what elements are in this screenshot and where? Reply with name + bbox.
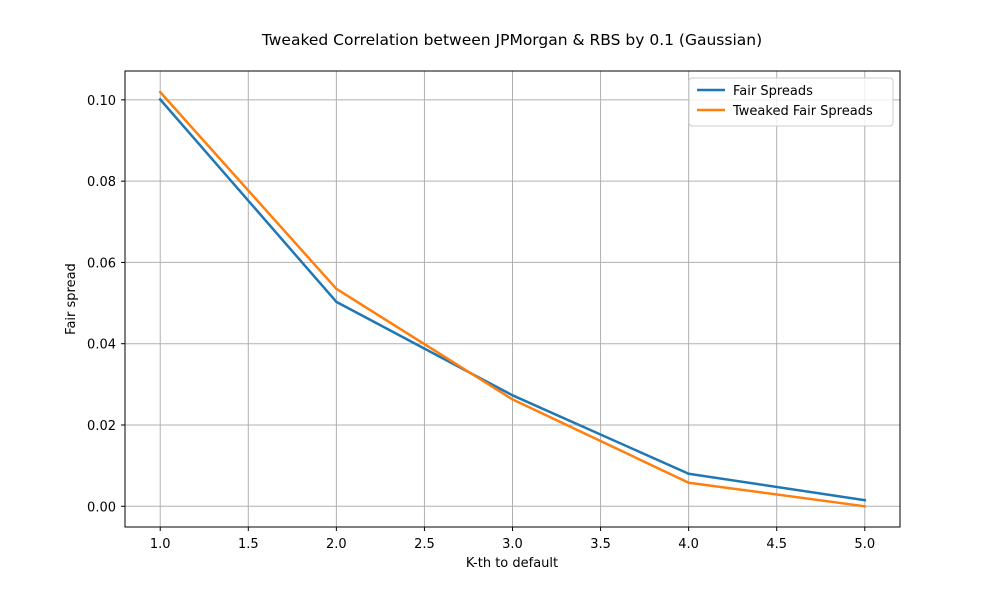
data-point-tweaked-fair-spreads xyxy=(687,481,690,484)
x-tick-label: 1.0 xyxy=(150,537,171,552)
x-tick-label: 2.0 xyxy=(326,537,347,552)
data-point-fair-spreads xyxy=(511,394,514,397)
legend: Fair Spreads Tweaked Fair Spreads xyxy=(688,77,894,127)
y-tick-label: 0.10 xyxy=(87,94,116,109)
grid-lines xyxy=(125,71,900,527)
legend-label-fair-spreads: Fair Spreads xyxy=(733,84,813,99)
series-lines xyxy=(158,90,867,508)
y-tick-label: 0.02 xyxy=(87,419,116,434)
y-tick-label: 0.06 xyxy=(87,256,116,271)
y-tick-label: 0.08 xyxy=(87,175,116,190)
y-tick-label: 0.00 xyxy=(87,500,116,515)
x-axis-label: K-th to default xyxy=(466,556,558,571)
x-tick-label: 2.5 xyxy=(414,537,435,552)
data-point-tweaked-fair-spreads xyxy=(511,398,514,401)
legend-label-tweaked-fair-spreads: Tweaked Fair Spreads xyxy=(732,104,873,119)
data-point-tweaked-fair-spreads xyxy=(159,90,162,94)
data-point-fair-spreads xyxy=(335,300,338,304)
data-point-fair-spreads xyxy=(687,472,690,475)
data-point-fair-spreads xyxy=(863,498,866,502)
y-tick-label: 0.04 xyxy=(87,338,116,353)
legend-box xyxy=(688,77,894,127)
axis-ticks: 1.0 1.5 2.0 2.5 3.0 3.5 4.0 4.5 5.0 0.00 0.02 0.04 0… xyxy=(87,94,875,552)
chart-title: Tweaked Correlation between JPMorgan & R… xyxy=(261,31,762,49)
data-point-tweaked-fair-spreads xyxy=(335,287,338,291)
x-tick-label: 1.5 xyxy=(238,537,259,552)
x-tick-label: 3.5 xyxy=(590,537,611,552)
x-tick-label: 4.5 xyxy=(766,537,787,552)
y-axis-label: Fair spread xyxy=(64,263,79,335)
data-point-fair-spreads xyxy=(159,98,162,101)
x-tick-label: 5.0 xyxy=(854,537,875,552)
x-tick-label: 4.0 xyxy=(678,537,699,552)
x-tick-label: 3.0 xyxy=(502,537,523,552)
data-point-tweaked-fair-spreads xyxy=(863,505,866,508)
